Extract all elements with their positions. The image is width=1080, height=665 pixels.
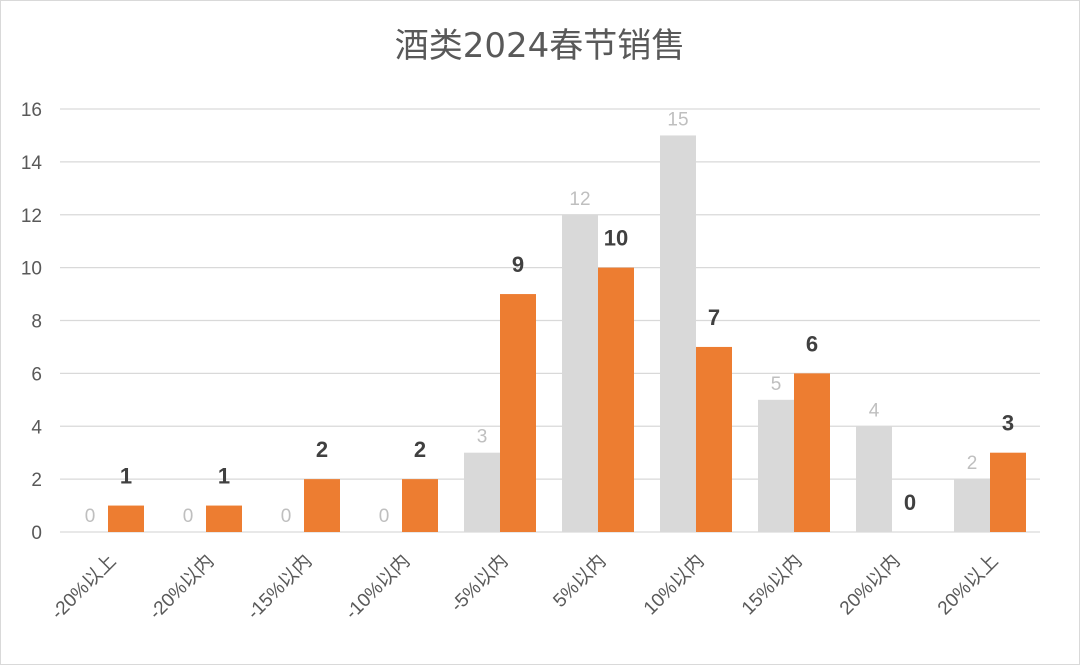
x-tick-label: 20%以上 [933,550,1002,619]
bar-series-1 [562,214,598,532]
x-tick-label: 20%以内 [835,550,904,619]
data-label-series-2: 1 [218,464,230,489]
x-tick-label: -20%以上 [47,550,121,624]
bars [108,135,1026,532]
bar-series-1 [856,426,892,532]
data-label-series-2: 2 [414,437,426,462]
bar-series-2 [500,294,536,532]
bar-series-2 [108,505,144,532]
y-tick-label: 0 [31,523,42,544]
data-label-series-1: 0 [85,506,96,527]
data-label-series-1: 5 [771,374,782,395]
x-tick-label: -5%以内 [446,550,512,616]
bar-series-2 [990,452,1026,532]
x-tick-label: 5%以内 [549,550,611,612]
y-tick-label: 6 [31,364,42,385]
y-tick-label: 8 [31,312,42,333]
data-label-series-1: 4 [869,400,880,421]
x-tick-label: -10%以内 [341,550,415,624]
chart-title: 酒类2024春节销售 [394,26,686,66]
y-tick-label: 14 [21,153,43,174]
bar-series-2 [206,505,242,532]
data-label-series-1: 2 [967,453,978,474]
data-label-series-1: 0 [281,506,292,527]
data-label-series-1: 0 [379,506,390,527]
bar-series-1 [464,452,500,532]
x-tick-label: -15%以内 [243,550,317,624]
bar-series-2 [304,479,340,532]
data-label-series-1: 15 [667,109,688,130]
bar-series-1 [954,479,990,532]
data-label-series-1: 12 [569,189,590,210]
data-label-series-2: 7 [708,305,720,330]
x-tick-label: -20%以内 [145,550,219,624]
bar-series-2 [402,479,438,532]
data-label-series-2: 3 [1002,411,1014,436]
data-label-series-2: 9 [512,252,524,277]
x-tick-label: 10%以内 [639,550,708,619]
data-label-series-2: 0 [904,490,916,515]
data-label-series-1: 0 [183,506,194,527]
bar-series-2 [794,373,830,532]
y-tick-label: 16 [21,100,42,121]
bar-series-1 [758,399,794,532]
bar-series-2 [598,267,634,532]
x-axis-ticks: -20%以上 -20%以内 -15%以内 -10%以内 -5%以内 5%以内 10%以内 15… [47,550,1003,624]
data-label-series-2: 6 [806,331,818,356]
bar-series-2 [696,346,732,532]
y-tick-label: 12 [21,206,42,227]
y-tick-label: 10 [21,259,42,280]
data-label-series-1: 3 [477,427,488,448]
y-axis-ticks: 0 2 4 6 8 10 12 14 16 [21,100,43,544]
bar-series-1 [660,135,696,532]
data-label-series-2: 2 [316,437,328,462]
gridlines [60,108,1040,533]
x-tick-label: 15%以内 [737,550,806,619]
data-label-series-2: 10 [604,226,628,251]
data-label-series-2: 1 [120,464,132,489]
y-tick-label: 4 [31,417,42,438]
y-tick-label: 2 [31,470,42,491]
